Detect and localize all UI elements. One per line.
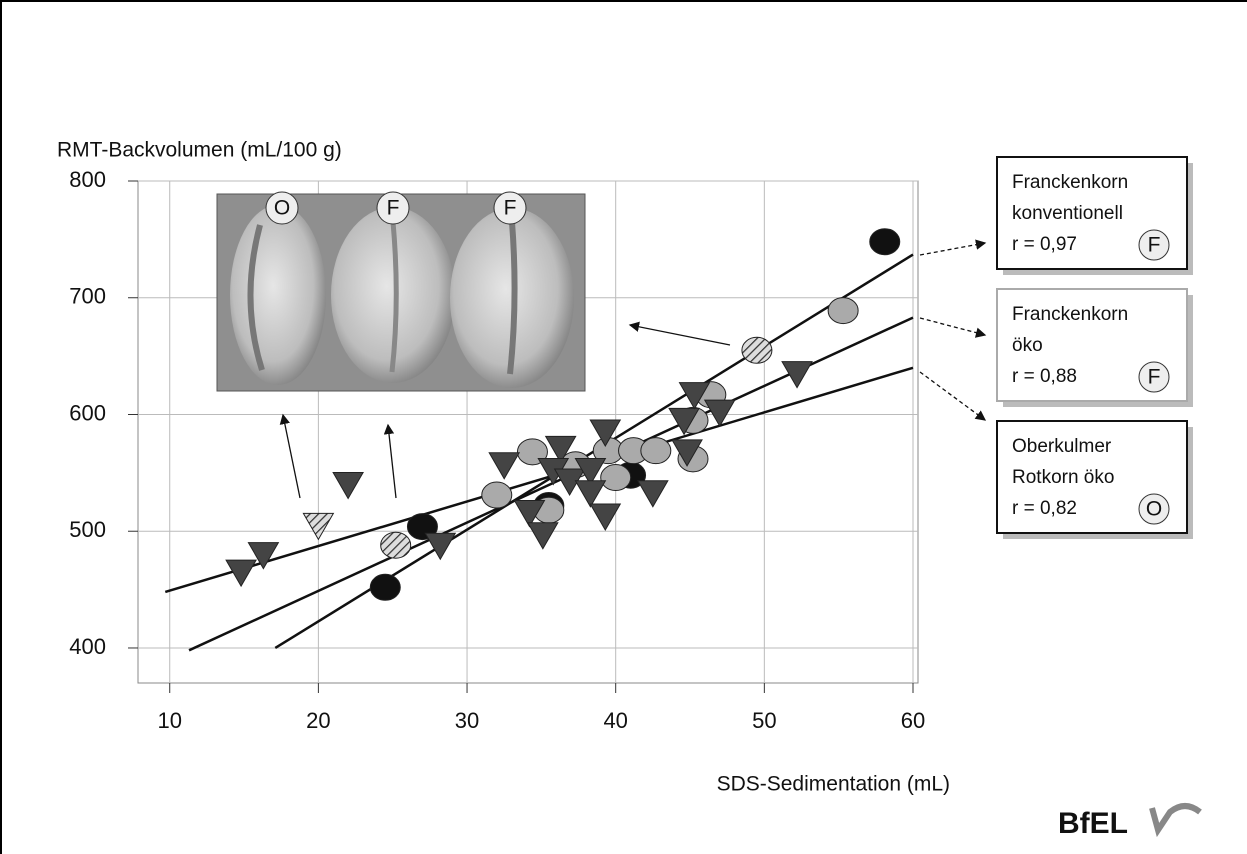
legend-label: Rotkorn öko <box>1012 467 1114 488</box>
x-axis-label: SDS-Sedimentation (mL) <box>717 773 950 796</box>
point <box>544 435 577 464</box>
point <box>424 532 457 561</box>
point <box>636 480 669 508</box>
legend-label: Oberkulmer <box>1012 436 1112 457</box>
point <box>332 472 364 500</box>
plot-area: 400 500 600 700 800 10 20 30 40 50 60 <box>69 167 925 733</box>
point <box>513 500 546 528</box>
legend-r: r = 0,88 <box>1012 366 1077 387</box>
legend: Franckenkorn konventionell r = 0,97 F Franck… <box>996 156 1193 539</box>
legend-badge: F <box>1148 366 1161 389</box>
point <box>369 573 401 601</box>
point <box>668 407 700 436</box>
x-tick-label: 60 <box>901 708 925 733</box>
logo: BfEL <box>1058 803 1202 840</box>
badge-circle <box>1138 493 1170 525</box>
point <box>481 481 513 509</box>
legend-badge: O <box>1146 498 1162 521</box>
logo-text: BfEL <box>1058 807 1128 840</box>
point <box>703 399 736 428</box>
badge-circle <box>1138 229 1170 261</box>
photo-label: O <box>274 197 290 220</box>
y-tick-label: 700 <box>69 284 106 309</box>
fit-line <box>164 366 914 594</box>
legend-label: konventionell <box>1012 203 1123 224</box>
y-tick-label: 600 <box>69 400 106 425</box>
legend-label: Franckenkorn <box>1012 304 1128 325</box>
y-tick-label: 800 <box>69 167 106 192</box>
point <box>302 512 335 541</box>
point <box>526 522 559 550</box>
point <box>589 503 622 532</box>
point <box>671 439 703 467</box>
x-tick-label: 20 <box>306 708 330 733</box>
legend-r: r = 0,82 <box>1012 498 1077 519</box>
point <box>488 452 521 480</box>
photo-label: F <box>387 197 400 220</box>
x-tick-label: 30 <box>455 708 479 733</box>
point <box>225 559 257 588</box>
point <box>781 361 813 389</box>
point <box>247 542 280 570</box>
point <box>574 458 607 486</box>
point <box>827 297 859 325</box>
badge-circle <box>1138 361 1170 393</box>
y-tick-label: 500 <box>69 517 106 542</box>
point <box>589 419 622 448</box>
point <box>678 382 711 410</box>
legend-label: Franckenkorn <box>1012 172 1128 193</box>
legend-r: r = 0,97 <box>1012 234 1077 255</box>
point <box>869 228 901 256</box>
arrows <box>279 239 987 499</box>
x-tick-label: 40 <box>603 708 627 733</box>
photo-label: F <box>504 197 517 220</box>
x-tick-label: 10 <box>157 708 181 733</box>
legend-label: öko <box>1012 335 1043 356</box>
y-tick-label: 400 <box>69 634 106 659</box>
legend-badge: F <box>1148 234 1161 257</box>
x-tick-label: 50 <box>752 708 776 733</box>
photo: O F F <box>216 191 586 392</box>
point <box>640 437 672 465</box>
point <box>574 480 607 508</box>
y-axis-label: RMT-Backvolumen (mL/100 g) <box>57 139 342 162</box>
point <box>741 336 773 364</box>
point <box>600 464 632 492</box>
point <box>380 531 412 559</box>
